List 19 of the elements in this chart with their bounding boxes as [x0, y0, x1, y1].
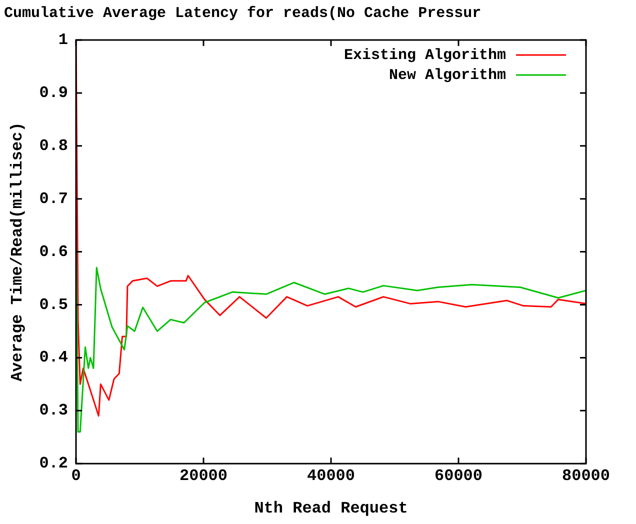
legend-label: Existing Algorithm [344, 46, 506, 64]
x-tick-label: 60000 [434, 467, 483, 486]
y-tick-label: 0.7 [39, 190, 68, 208]
x-tick-label: 0 [71, 467, 81, 486]
y-tick-label: 0.8 [39, 136, 68, 155]
x-tick-label: 80000 [562, 467, 610, 486]
y-tick-label: 0.6 [39, 242, 68, 261]
x-tick-label: 40000 [306, 467, 356, 486]
y-tick-label: 0.2 [39, 454, 68, 473]
x-tick-label: 20000 [179, 467, 228, 486]
y-tick-label: 1 [58, 31, 68, 50]
y-tick-label: 0.9 [39, 84, 68, 102]
y-tick-label: 0.4 [39, 348, 68, 367]
x-axis-title: Nth Read Request [254, 499, 408, 518]
legend-label: New Algorithm [388, 66, 506, 84]
y-tick-label: 0.3 [39, 402, 68, 420]
y-axis-title: Average Time/Read(millisec) [8, 122, 27, 382]
chart-title: Cumulative Average Latency for reads(No Cache Pressur [4, 4, 482, 22]
y-tick-label: 0.5 [39, 296, 68, 314]
